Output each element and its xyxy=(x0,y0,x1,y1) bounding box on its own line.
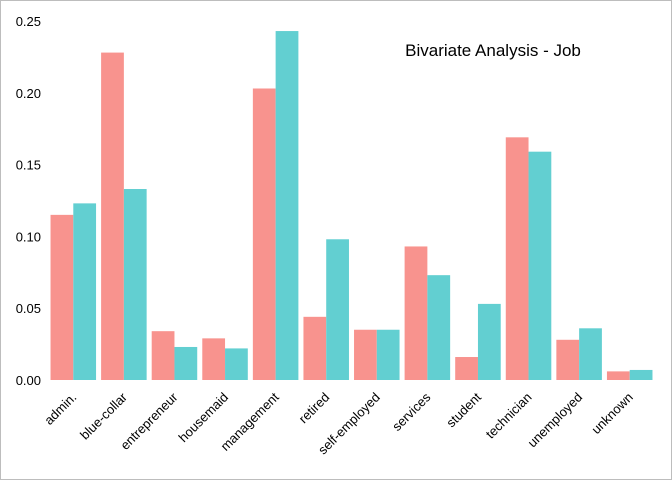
x-tick-label: unknown xyxy=(588,390,635,437)
x-tick-label: unemployed xyxy=(525,390,586,451)
bar-self-employed-series-2 xyxy=(376,329,400,380)
bar-retired-series-2 xyxy=(326,239,349,380)
y-tick-label: 0.20 xyxy=(16,86,41,101)
bar-unemployed-series-1 xyxy=(556,339,580,380)
x-tick-label: services xyxy=(389,389,434,434)
bar-management-series-2 xyxy=(275,31,299,381)
bar-unemployed-series-2 xyxy=(579,328,602,380)
y-axis: 0.00 0.05 0.10 0.15 0.20 0.25 xyxy=(16,14,41,388)
bar-retired-series-1 xyxy=(303,316,327,380)
x-tick-label: blue-collar xyxy=(77,389,130,442)
bar-management-series-1 xyxy=(252,88,276,381)
bar-student-series-1 xyxy=(455,357,478,380)
y-tick-label: 0.10 xyxy=(16,229,41,244)
x-axis: admin.blue-collarentrepreneurhousemaidma… xyxy=(41,389,636,457)
y-tick-label: 0.00 xyxy=(16,373,41,388)
y-tick-label: 0.05 xyxy=(16,301,41,316)
bar-technician-series-1 xyxy=(505,137,529,380)
bar-blue-collar-series-2 xyxy=(123,189,147,380)
bar-self-employed-series-1 xyxy=(354,329,377,380)
x-tick-label: retired xyxy=(296,390,333,427)
bars xyxy=(50,31,653,381)
y-tick-label: 0.15 xyxy=(16,158,41,173)
x-tick-label: student xyxy=(443,389,484,430)
bar-student-series-2 xyxy=(477,303,501,380)
x-tick-label: admin. xyxy=(41,390,79,428)
bar-technician-series-2 xyxy=(528,151,552,380)
bar-services-series-2 xyxy=(427,275,451,380)
bar-housemaid-series-2 xyxy=(225,348,248,380)
bar-admin--series-1 xyxy=(50,214,74,380)
bar-unknown-series-1 xyxy=(606,371,630,380)
bar-blue-collar-series-1 xyxy=(101,52,124,381)
bar-admin--series-2 xyxy=(73,203,97,380)
bar-entrepreneur-series-2 xyxy=(174,346,198,380)
chart-title: Bivariate Analysis - Job xyxy=(405,41,581,60)
x-tick-label: technician xyxy=(483,390,535,442)
bar-entrepreneur-series-1 xyxy=(151,331,175,380)
y-tick-label: 0.25 xyxy=(16,14,41,29)
bar-services-series-1 xyxy=(404,246,428,380)
bar-unknown-series-2 xyxy=(629,369,653,380)
bar-housemaid-series-1 xyxy=(202,338,226,380)
